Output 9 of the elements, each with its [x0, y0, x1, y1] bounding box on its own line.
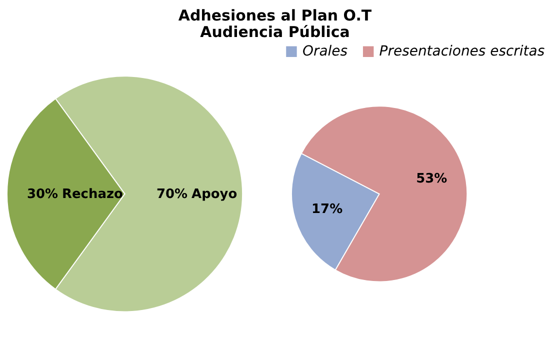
text: Adhesiones al Plan O.T Audiencia Pública — [178, 6, 372, 42]
slice-label: Rechazo — [62, 186, 123, 202]
data-label: 17% — [312, 202, 343, 218]
data-label: 70% — [156, 186, 188, 202]
legend-label: Orales — [302, 44, 348, 60]
legend-label: Presentaciones escritas — [379, 44, 545, 60]
data-label: 30% — [26, 186, 58, 202]
data-label: 53% — [416, 172, 448, 187]
slice-label: Apoyo — [192, 186, 238, 202]
